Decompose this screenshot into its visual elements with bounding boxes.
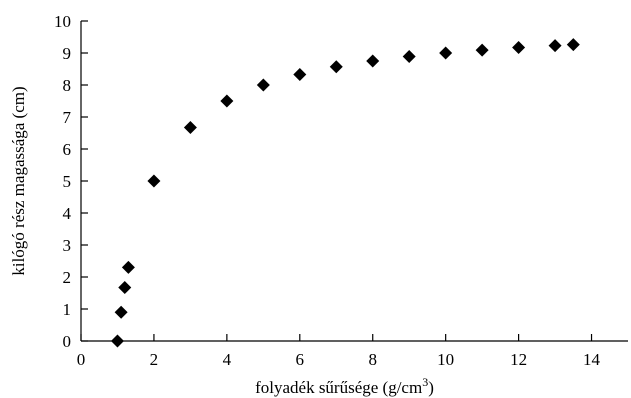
y-tick-label: 6: [63, 140, 72, 159]
y-tick-label: 0: [63, 332, 72, 351]
x-axis-title-suffix: ): [428, 378, 434, 397]
data-point: [366, 54, 380, 68]
x-tick-label: 10: [437, 350, 454, 369]
data-point: [118, 281, 132, 295]
y-tick-label: 4: [63, 204, 72, 223]
data-point: [512, 41, 526, 55]
data-point: [147, 174, 161, 188]
data-points: [110, 38, 580, 348]
data-point: [548, 39, 562, 53]
y-tick-label: 9: [63, 44, 72, 63]
y-tick-label: 2: [63, 268, 72, 287]
y-tick-label: 1: [63, 300, 72, 319]
x-tick-label: 14: [583, 350, 601, 369]
y-tick-label: 5: [63, 172, 72, 191]
x-ticks: 0 2 4 6 8 10 12 14: [77, 334, 601, 369]
y-axis-title: kilógó rész magassága (cm): [9, 86, 28, 275]
axes: [80, 21, 628, 342]
x-tick-label: 2: [150, 350, 159, 369]
data-point: [183, 121, 197, 135]
data-point: [566, 38, 580, 52]
data-point: [256, 78, 270, 92]
data-point: [402, 50, 416, 64]
data-point: [110, 334, 124, 348]
data-point: [475, 43, 489, 57]
x-axis-title-text: folyadék sűrűsége (g/cm: [255, 378, 422, 397]
data-point: [114, 305, 128, 319]
data-point: [220, 94, 234, 108]
x-tick-label: 8: [368, 350, 377, 369]
data-point: [293, 67, 307, 81]
x-tick-label: 0: [77, 350, 86, 369]
x-axis-title-superscript: 3: [422, 375, 428, 389]
data-point: [439, 46, 453, 60]
x-axis-title: folyadék sűrűsége (g/cm3): [255, 375, 434, 397]
x-tick-label: 6: [296, 350, 305, 369]
y-tick-label: 3: [63, 236, 72, 255]
x-tick-label: 12: [510, 350, 527, 369]
y-ticks: 0 1 2 3 4 5 6 7 8 9 10: [54, 12, 88, 351]
x-tick-label: 4: [223, 350, 232, 369]
y-tick-label: 8: [63, 76, 72, 95]
y-tick-label: 10: [54, 12, 71, 31]
y-tick-label: 7: [63, 108, 72, 127]
data-point: [329, 60, 343, 74]
data-point: [121, 260, 135, 274]
